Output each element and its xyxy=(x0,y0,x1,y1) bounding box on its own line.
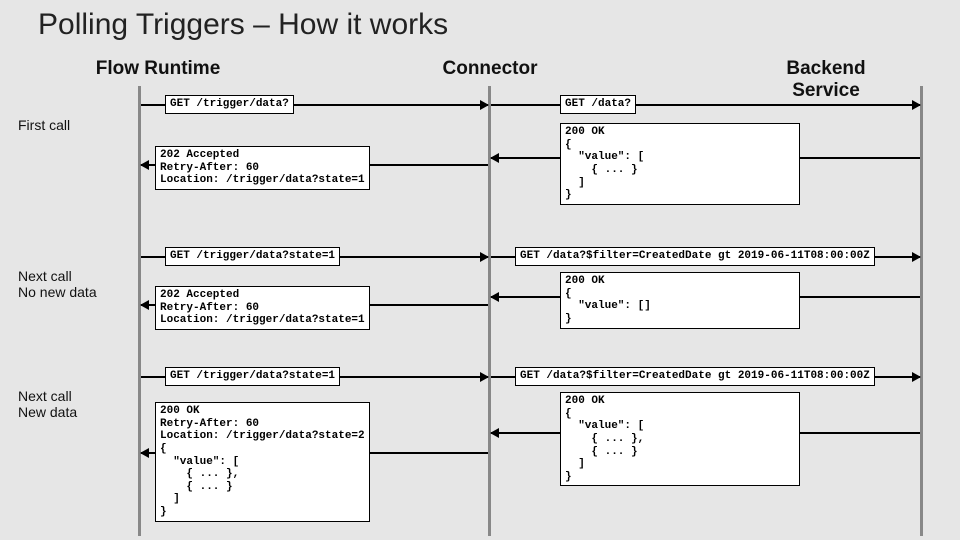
row-label-nonew: Next call No new data xyxy=(18,268,97,300)
msg-resp2-bc: 200 OK { "value": [] } xyxy=(560,272,800,329)
msg-req3-cb: GET /data?$filter=CreatedDate gt 2019-06… xyxy=(515,367,875,386)
arrow-req1-cb xyxy=(491,104,920,106)
lane-header-backend: Backend Service xyxy=(759,58,893,102)
lane-header-flow: Flow Runtime xyxy=(96,58,221,80)
msg-resp3-bc: 200 OK { "value": [ { ... }, { ... } ] } xyxy=(560,392,800,486)
msg-req2-cb: GET /data?$filter=CreatedDate gt 2019-06… xyxy=(515,247,875,266)
row-label-newdata: Next call New data xyxy=(18,388,77,420)
lifeline-backend xyxy=(920,86,923,536)
msg-resp2-cf: 202 Accepted Retry-After: 60 Location: /… xyxy=(155,286,370,330)
row-label-first: First call xyxy=(18,117,70,133)
msg-req3-fc: GET /trigger/data?state=1 xyxy=(165,367,340,386)
msg-resp1-bc: 200 OK { "value": [ { ... } ] } xyxy=(560,123,800,205)
msg-req2-fc: GET /trigger/data?state=1 xyxy=(165,247,340,266)
page-title: Polling Triggers – How it works xyxy=(38,8,448,42)
msg-req1-fc: GET /trigger/data? xyxy=(165,95,294,114)
lane-header-connector: Connector xyxy=(443,58,538,80)
msg-req1-cb: GET /data? xyxy=(560,95,636,114)
lifeline-flow xyxy=(138,86,141,536)
msg-resp3-cf: 200 OK Retry-After: 60 Location: /trigge… xyxy=(155,402,370,522)
msg-resp1-cf: 202 Accepted Retry-After: 60 Location: /… xyxy=(155,146,370,190)
